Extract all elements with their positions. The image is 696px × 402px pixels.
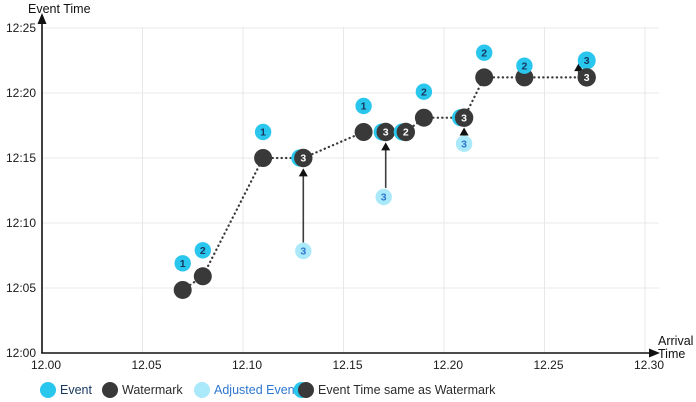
legend-adjusted-event-icon bbox=[194, 382, 210, 398]
event-point bbox=[355, 97, 372, 115]
x-axis-title-line1: Arrival bbox=[658, 334, 693, 348]
legend-label-adjusted: Adjusted Event bbox=[214, 383, 299, 397]
event-point-number: 1 bbox=[361, 101, 367, 113]
y-axis-title: Event Time bbox=[28, 2, 91, 16]
watermark-point bbox=[475, 68, 494, 87]
event-point-number: 1 bbox=[180, 258, 186, 270]
adjusted-event-number: 3 bbox=[381, 192, 387, 204]
event-point bbox=[577, 51, 596, 70]
event-same-as-watermark-point bbox=[396, 122, 416, 142]
legend-label-watermark: Watermark bbox=[122, 383, 183, 397]
adjusted-event-point bbox=[295, 242, 312, 260]
y-tick-label: 12:05 bbox=[6, 281, 36, 295]
event-same-as-watermark-number: 3 bbox=[584, 72, 590, 84]
legend-watermark-icon bbox=[102, 382, 118, 398]
event-point-number: 1 bbox=[260, 127, 266, 139]
event-point bbox=[516, 57, 533, 74]
event-point-number: 2 bbox=[421, 86, 427, 98]
y-tick-label: 12:20 bbox=[6, 86, 36, 100]
event-same-as-watermark-number: 3 bbox=[383, 127, 389, 139]
event-point bbox=[254, 123, 272, 141]
y-axis-arrowhead-icon bbox=[37, 13, 47, 24]
x-tick-label: 12.00 bbox=[31, 358, 61, 372]
x-axis-arrowhead-icon bbox=[649, 348, 660, 358]
adjusted-event-point bbox=[375, 188, 392, 206]
event-same-as-watermark-number: 3 bbox=[461, 112, 467, 124]
event-same-as-watermark-number: 2 bbox=[403, 127, 409, 139]
x-tick-label: 12.05 bbox=[131, 358, 161, 372]
event-point bbox=[174, 255, 191, 272]
x-tick-label: 12.15 bbox=[332, 358, 362, 372]
legend-label-same: Event Time same as Watermark bbox=[318, 383, 496, 397]
event-same-as-watermark-number: 3 bbox=[300, 153, 306, 165]
event-point-number: 3 bbox=[584, 55, 590, 67]
adjustment-arrowhead-icon bbox=[298, 168, 308, 177]
watermark-dotted-line bbox=[181, 76, 588, 292]
adjustment-arrowhead-icon bbox=[381, 142, 391, 151]
watermark-point bbox=[254, 149, 273, 167]
adjusted-event-point bbox=[455, 135, 473, 152]
adjusted-event-number: 3 bbox=[461, 138, 467, 150]
y-tick-label: 12:10 bbox=[6, 216, 36, 230]
event-same-as-watermark-point bbox=[376, 122, 395, 142]
y-tick-label: 12:25 bbox=[6, 21, 36, 35]
x-axis-title-line2: Time bbox=[658, 347, 685, 361]
event-point-number: 2 bbox=[481, 47, 487, 59]
watermark-point bbox=[173, 280, 192, 299]
x-tick-label: 12.25 bbox=[533, 358, 563, 372]
watermark-point bbox=[414, 108, 433, 127]
watermark-point bbox=[515, 68, 534, 87]
event-point-number: 2 bbox=[521, 60, 527, 72]
event-point bbox=[415, 83, 433, 100]
legend-label-event: Event bbox=[60, 383, 92, 397]
legend-same-icon bbox=[298, 382, 314, 398]
adjusted-event-number: 3 bbox=[300, 246, 306, 258]
event-same-as-watermark-point bbox=[454, 108, 474, 127]
adjustment-arrowhead-icon bbox=[574, 63, 584, 72]
x-tick-label: 12.10 bbox=[232, 358, 262, 372]
event-same-as-watermark-point bbox=[577, 68, 596, 87]
y-tick-label: 12:15 bbox=[6, 151, 36, 165]
adjustment-arrowhead-icon bbox=[459, 127, 469, 136]
event-point-number: 2 bbox=[200, 245, 206, 257]
event-point bbox=[476, 44, 493, 61]
event-same-as-watermark-point bbox=[294, 148, 313, 168]
watermark-point bbox=[193, 267, 212, 286]
x-tick-label: 12.30 bbox=[634, 358, 664, 372]
y-tick-label: 12:00 bbox=[6, 346, 36, 360]
watermark-point bbox=[354, 123, 373, 141]
legend-event-icon bbox=[40, 382, 56, 398]
x-tick-label: 12.20 bbox=[433, 358, 463, 372]
event-point bbox=[194, 242, 211, 259]
